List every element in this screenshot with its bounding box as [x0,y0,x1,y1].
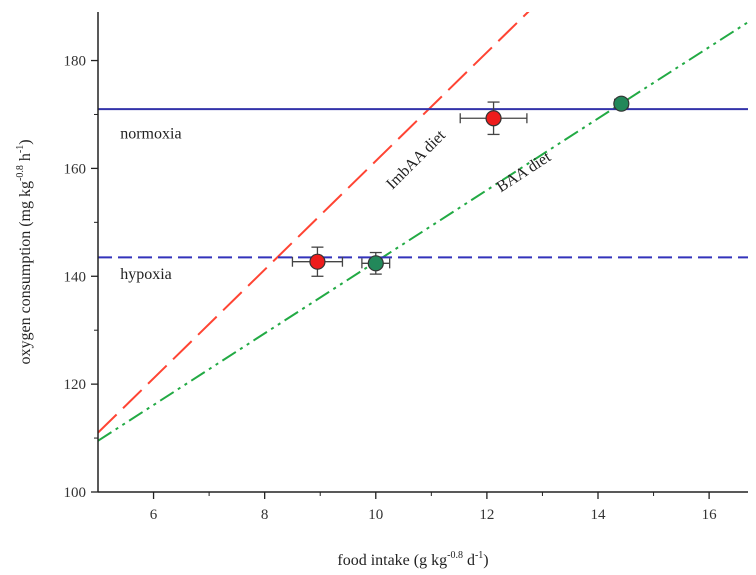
series-group [98,12,748,442]
axes: 100 120 140 160 180 6 8 10 12 14 16 [64,12,748,523]
point-marker [367,255,384,272]
data-point-2 [459,101,528,136]
y-tick-label: 160 [64,161,87,177]
y-axis-title: oxygen consumption (mg kg-0.8 h-1) [15,139,34,364]
annotation-hypoxia: hypoxia [120,266,172,283]
line-baa-diet [98,21,748,442]
y-tick-label: 120 [64,377,87,393]
x-axis-title: food intake (g kg-0.8 d-1) [337,550,488,569]
data-point-4 [613,95,630,112]
x-tick-label: 8 [261,507,269,523]
labels: food intake (g kg-0.8 d-1) oxygen consum… [15,126,554,569]
x-tick-label: 6 [150,507,158,523]
y-tick-label: 180 [64,54,87,70]
data-point-3 [361,251,391,275]
x-tick-label: 10 [368,507,383,523]
y-tick-label: 140 [64,269,87,285]
point-marker [613,95,630,112]
x-tick-label: 12 [479,507,494,523]
data-point-1 [291,246,344,277]
y-tick-label: 100 [64,485,87,501]
plot-area [98,12,748,442]
line-imbaa-diet [98,12,530,434]
x-tick-label: 14 [591,507,607,523]
annotation-baa-diet: BAA diet [494,148,555,196]
x-tick-label: 16 [702,507,718,523]
point-marker [309,253,326,270]
annotation-normoxia: normoxia [120,126,181,143]
point-marker [485,110,502,127]
annotation-imbaa-diet: ImbAA diet [383,127,449,193]
